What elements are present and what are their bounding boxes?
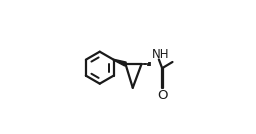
Text: NH: NH: [152, 49, 170, 62]
Polygon shape: [113, 59, 126, 66]
Text: O: O: [157, 89, 168, 102]
